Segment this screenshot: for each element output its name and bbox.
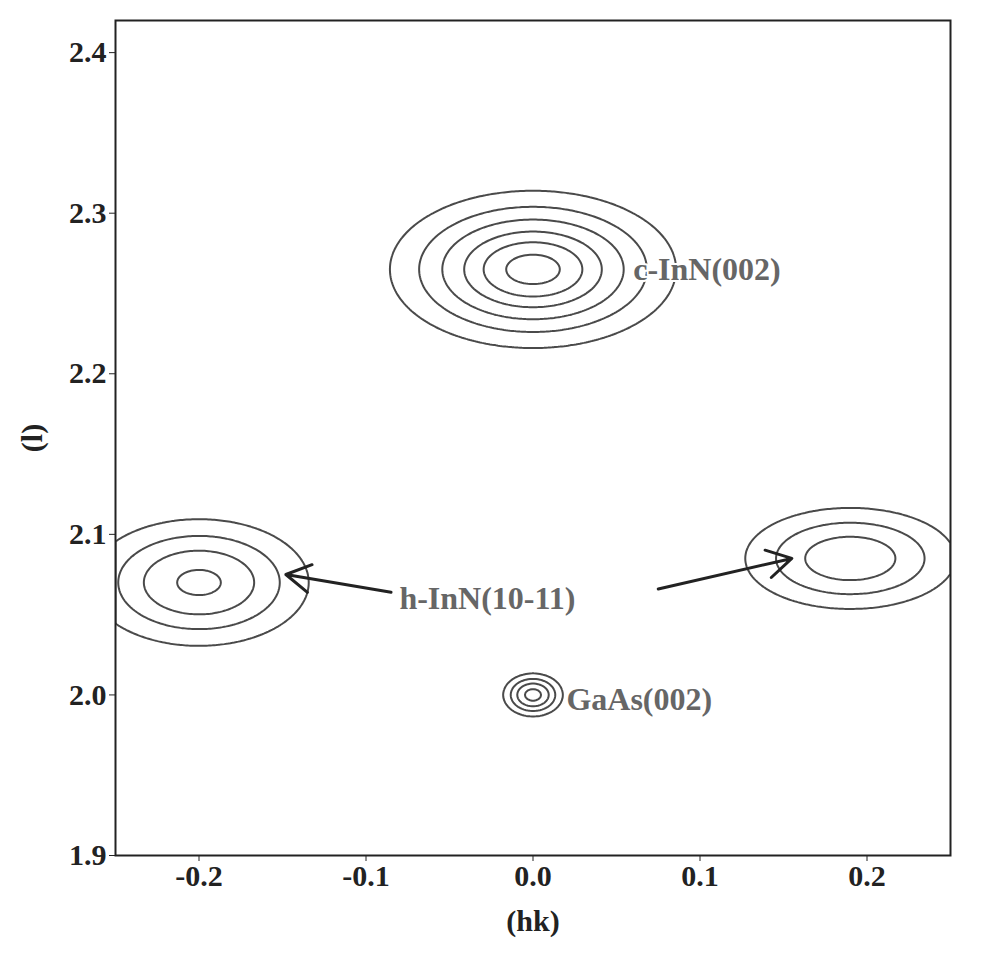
svg-text:0.2: 0.2 [848,859,886,892]
svg-text:0.1: 0.1 [681,859,719,892]
svg-text:0.0: 0.0 [514,859,552,892]
svg-text:2.1: 2.1 [69,517,107,550]
svg-text:h-InN(10-11): h-InN(10-11) [399,580,575,616]
svg-text:GaAs(002): GaAs(002) [566,681,712,717]
svg-text:c-InN(002): c-InN(002) [633,251,781,287]
svg-text:2.3: 2.3 [69,196,107,229]
svg-text:(hk): (hk) [506,904,559,938]
svg-text:1.9: 1.9 [69,838,107,871]
svg-text:2.0: 2.0 [69,678,107,711]
svg-text:-0.1: -0.1 [342,859,390,892]
svg-text:(l): (l) [15,424,49,452]
svg-text:2.2: 2.2 [69,356,107,389]
svg-text:2.4: 2.4 [69,35,107,68]
svg-text:-0.2: -0.2 [175,859,223,892]
